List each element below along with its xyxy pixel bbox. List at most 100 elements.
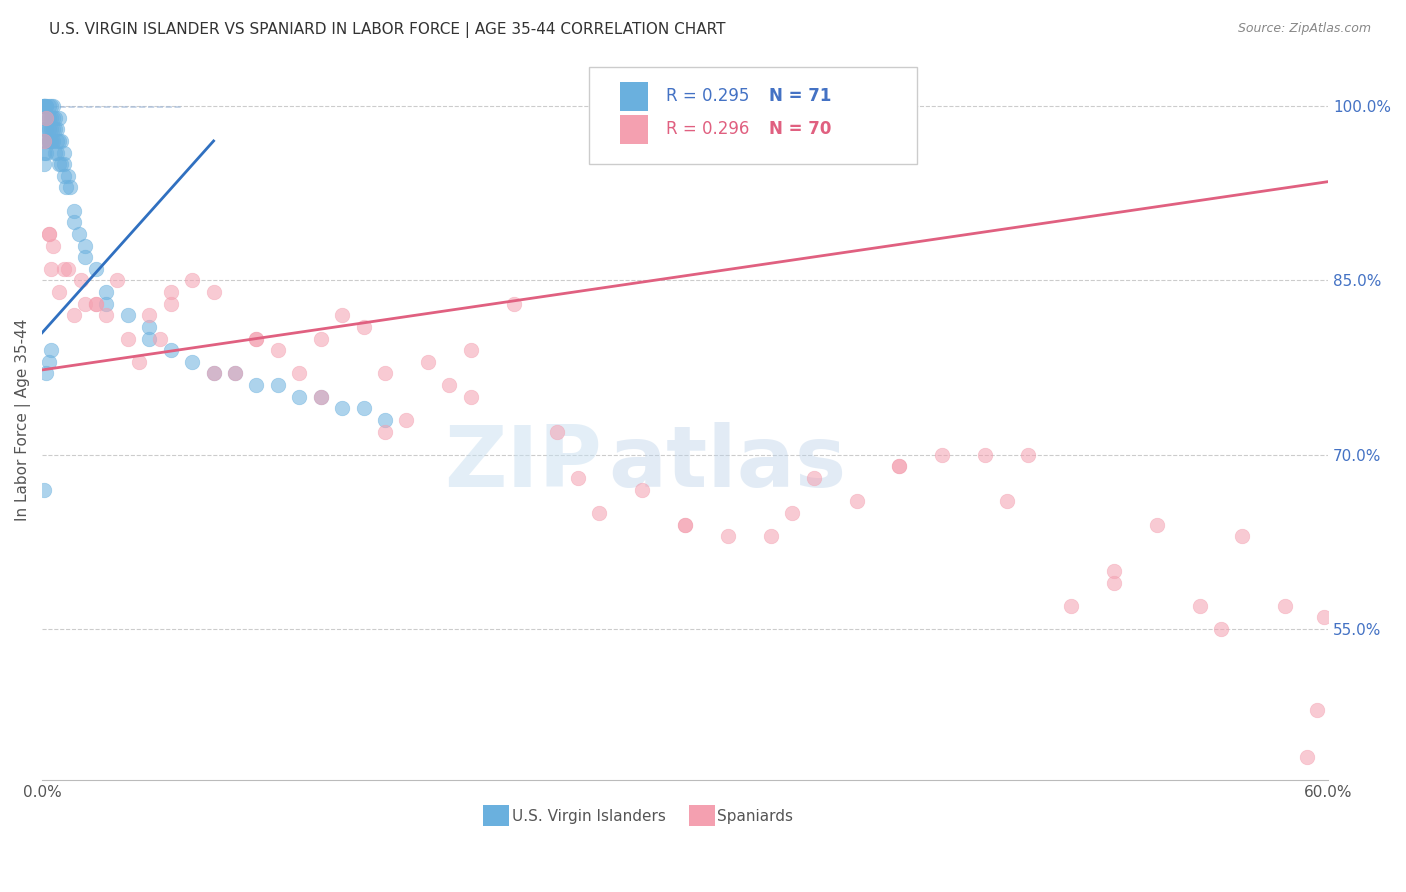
Point — [38, 355, 60, 369]
Point — [42, 122, 65, 136]
Point — [73, 238, 96, 252]
Point — [84, 296, 107, 310]
Text: atlas: atlas — [607, 422, 846, 505]
Point — [1188, 599, 1211, 613]
Text: U.S. Virgin Islanders: U.S. Virgin Islanders — [512, 809, 665, 824]
Point — [845, 494, 868, 508]
Point — [567, 471, 589, 485]
Point — [67, 227, 90, 241]
Point — [202, 367, 225, 381]
Point — [42, 99, 65, 113]
Point — [48, 111, 70, 125]
Point — [51, 157, 73, 171]
Point — [39, 122, 62, 136]
Point — [309, 390, 332, 404]
Point — [245, 332, 267, 346]
Point — [96, 285, 118, 299]
Point — [38, 134, 60, 148]
Point — [673, 517, 696, 532]
Point — [44, 111, 66, 125]
Point — [46, 122, 69, 136]
Point — [51, 134, 73, 148]
Point — [889, 459, 911, 474]
Point — [1209, 622, 1232, 636]
Point — [631, 483, 654, 497]
Point — [55, 180, 77, 194]
Point — [374, 367, 396, 381]
Point — [138, 332, 160, 346]
Text: N = 70: N = 70 — [769, 120, 831, 138]
Point — [38, 122, 60, 136]
Point — [439, 378, 461, 392]
Point — [267, 378, 290, 392]
Point — [330, 308, 353, 322]
Text: U.S. VIRGIN ISLANDER VS SPANIARD IN LABOR FORCE | AGE 35-44 CORRELATION CHART: U.S. VIRGIN ISLANDER VS SPANIARD IN LABO… — [49, 22, 725, 38]
Point — [32, 134, 55, 148]
Point — [138, 320, 160, 334]
Point — [63, 203, 86, 218]
Point — [48, 285, 70, 299]
Point — [42, 111, 65, 125]
Point — [309, 390, 332, 404]
Point — [42, 238, 65, 252]
Point — [46, 134, 69, 148]
Point — [717, 529, 740, 543]
Point — [288, 367, 311, 381]
Point — [35, 111, 58, 125]
Point — [32, 134, 55, 148]
Point — [1146, 517, 1168, 532]
Point — [59, 180, 82, 194]
Point — [588, 506, 610, 520]
Point — [32, 111, 55, 125]
Point — [149, 332, 172, 346]
Point — [38, 227, 60, 241]
Point — [44, 145, 66, 160]
Point — [52, 145, 75, 160]
Point — [117, 332, 139, 346]
Point — [52, 169, 75, 183]
Point — [995, 494, 1018, 508]
Point — [32, 99, 55, 113]
Point — [32, 157, 55, 171]
Point — [39, 111, 62, 125]
Point — [889, 459, 911, 474]
Point — [782, 506, 804, 520]
Point — [546, 425, 568, 439]
Point — [48, 157, 70, 171]
Text: N = 71: N = 71 — [769, 87, 831, 105]
Point — [1274, 599, 1296, 613]
Text: R = 0.295: R = 0.295 — [666, 87, 749, 105]
Point — [32, 483, 55, 497]
Point — [181, 273, 204, 287]
Point — [35, 122, 58, 136]
Y-axis label: In Labor Force | Age 35-44: In Labor Force | Age 35-44 — [15, 318, 31, 521]
Point — [353, 401, 375, 416]
Point — [73, 296, 96, 310]
Point — [38, 99, 60, 113]
Point — [39, 261, 62, 276]
Point — [460, 343, 482, 358]
Point — [32, 99, 55, 113]
Point — [35, 367, 58, 381]
Point — [159, 343, 181, 358]
Point — [181, 355, 204, 369]
Point — [56, 261, 79, 276]
Point — [759, 529, 782, 543]
Point — [460, 390, 482, 404]
Point — [1295, 750, 1317, 764]
Point — [159, 285, 181, 299]
Point — [56, 169, 79, 183]
Point — [32, 99, 55, 113]
Point — [1313, 610, 1336, 624]
Point — [96, 296, 118, 310]
Point — [138, 308, 160, 322]
Text: Source: ZipAtlas.com: Source: ZipAtlas.com — [1237, 22, 1371, 36]
Point — [35, 99, 58, 113]
Point — [73, 250, 96, 264]
Point — [245, 332, 267, 346]
Point — [202, 367, 225, 381]
Point — [224, 367, 246, 381]
Point — [353, 320, 375, 334]
Point — [52, 157, 75, 171]
Point — [84, 296, 107, 310]
